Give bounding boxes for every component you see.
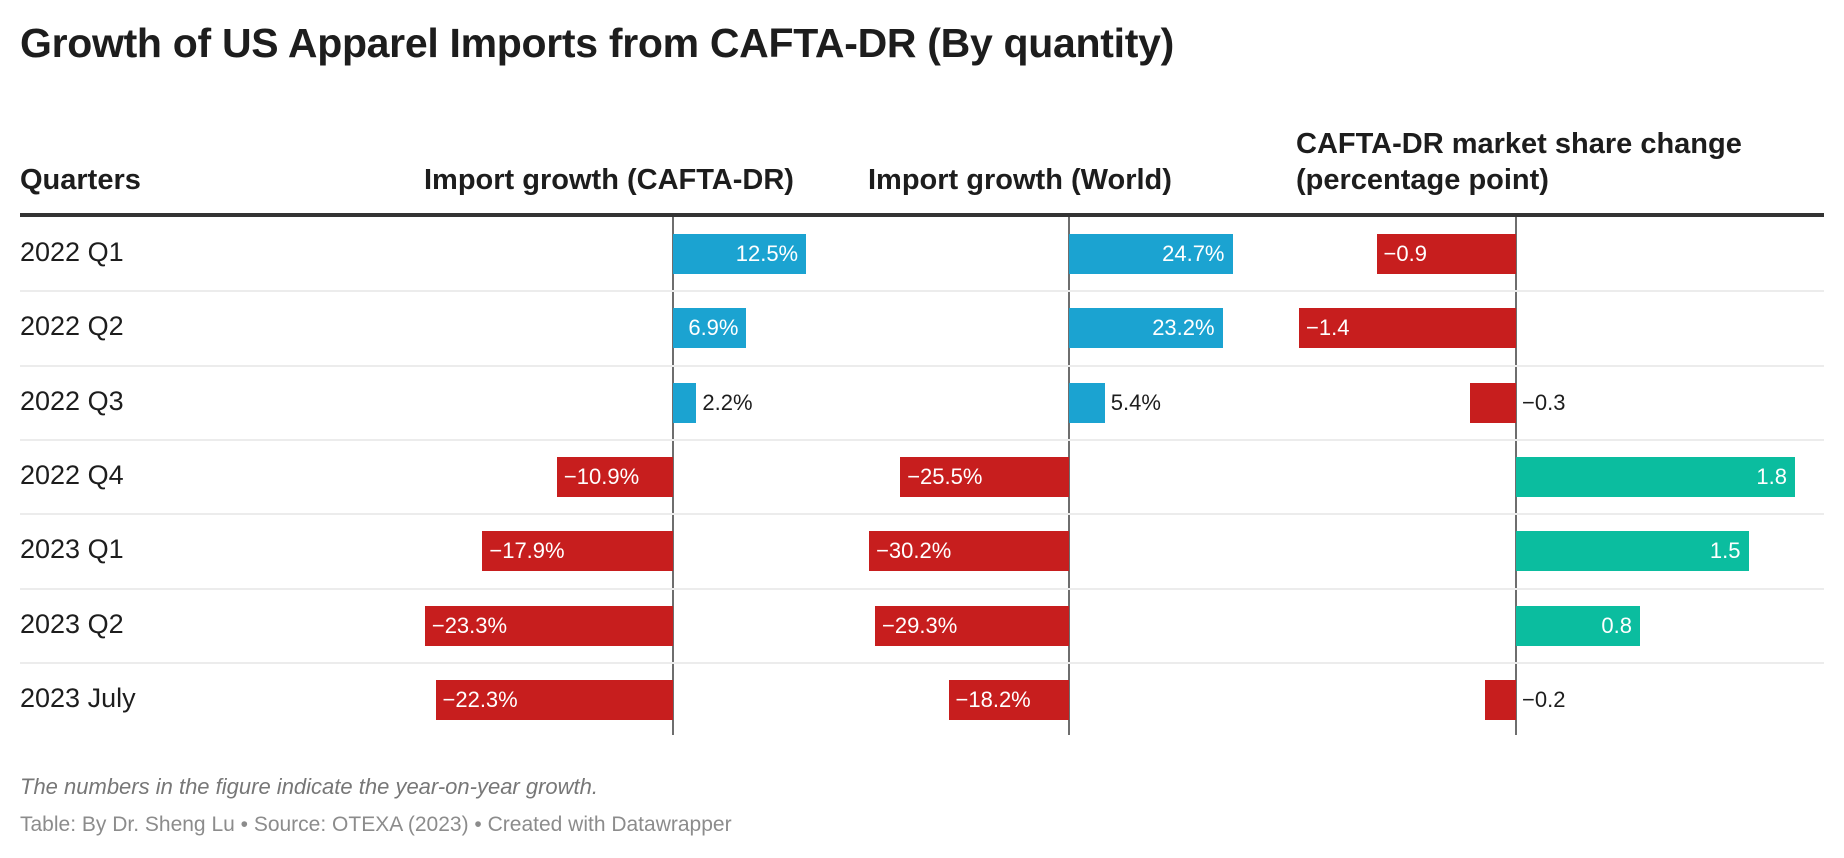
data-label-world: 24.7% bbox=[1162, 241, 1225, 266]
bar-cafta bbox=[435, 679, 673, 720]
data-label-share: −0.9 bbox=[1383, 241, 1427, 266]
header-share-line1: CAFTA-DR market share change bbox=[1296, 128, 1742, 160]
row-divider bbox=[20, 513, 1824, 516]
row-divider bbox=[20, 290, 1824, 293]
data-label-share: −0.3 bbox=[1522, 389, 1566, 415]
data-label-share: −0.2 bbox=[1522, 686, 1566, 712]
header-quarters: Quarters bbox=[20, 164, 141, 196]
data-label-cafta: 6.9% bbox=[688, 315, 739, 341]
row-divider bbox=[20, 587, 1824, 590]
data-label-cafta: −10.9% bbox=[563, 463, 640, 489]
bar-world bbox=[875, 605, 1069, 646]
row-label: 2022 Q3 bbox=[20, 385, 124, 416]
bar-cafta bbox=[556, 456, 673, 497]
bar-share bbox=[1376, 234, 1516, 274]
bar-share bbox=[1485, 679, 1516, 720]
data-label-share: 0.8 bbox=[1601, 612, 1632, 638]
row-divider bbox=[20, 661, 1824, 664]
data-label-world: −30.2% bbox=[876, 538, 952, 564]
axis-zero-line-world bbox=[1068, 217, 1070, 735]
bar-world bbox=[1069, 308, 1223, 349]
header-cafta-growth: Import growth (CAFTA-DR) bbox=[424, 164, 794, 196]
footer-note: The numbers in the figure indicate the y… bbox=[20, 774, 599, 799]
bar-world bbox=[900, 456, 1069, 497]
chart-title: Growth of US Apparel Imports from CAFTA-… bbox=[20, 20, 1174, 66]
bar-share bbox=[1469, 382, 1516, 423]
bar-cafta bbox=[673, 382, 697, 423]
data-label-world: −18.2% bbox=[955, 686, 1031, 712]
data-label-share: 1.5 bbox=[1709, 538, 1741, 564]
row-label: 2022 Q4 bbox=[20, 459, 124, 490]
bar-world bbox=[1069, 234, 1233, 274]
data-label-world: 5.4% bbox=[1110, 389, 1161, 415]
data-label-cafta: −23.3% bbox=[431, 612, 508, 638]
bar-world bbox=[869, 531, 1069, 572]
row-divider bbox=[20, 364, 1824, 367]
data-label-world: −25.5% bbox=[907, 463, 983, 489]
header-share-change: CAFTA-DR market share change (percentage… bbox=[1296, 126, 1742, 198]
data-label-share: −1.4 bbox=[1306, 315, 1350, 341]
row-label: 2023 Q2 bbox=[20, 608, 124, 639]
axis-zero-line-cafta bbox=[672, 217, 674, 735]
row-label: 2022 Q2 bbox=[20, 311, 124, 342]
header-rule bbox=[20, 213, 1824, 217]
bar-cafta bbox=[424, 605, 673, 646]
bar-share bbox=[1516, 531, 1749, 572]
bar-world bbox=[948, 679, 1069, 720]
footer-source: Table: By Dr. Sheng Lu • Source: OTEXA (… bbox=[20, 813, 732, 836]
bar-cafta bbox=[673, 234, 807, 274]
bar-share bbox=[1516, 456, 1795, 497]
header-world-growth: Import growth (World) bbox=[868, 164, 1172, 196]
data-label-world: −29.3% bbox=[882, 612, 958, 638]
row-label: 2023 Q1 bbox=[20, 534, 124, 565]
data-label-cafta: 12.5% bbox=[735, 241, 799, 266]
data-label-share: 1.8 bbox=[1756, 463, 1787, 489]
row-label: 2022 Q1 bbox=[20, 237, 124, 267]
row-divider bbox=[20, 438, 1824, 441]
bar-cafta bbox=[673, 308, 747, 349]
bar-share bbox=[1299, 308, 1516, 349]
data-label-cafta: −17.9% bbox=[489, 538, 565, 564]
header-share-line2: (percentage point) bbox=[1296, 164, 1549, 196]
bar-share bbox=[1516, 605, 1640, 646]
bar-cafta bbox=[482, 531, 673, 572]
data-label-cafta: −22.3% bbox=[442, 686, 518, 712]
data-label-cafta: 2.2% bbox=[702, 389, 753, 415]
bar-world bbox=[1069, 382, 1105, 423]
row-label: 2023 July bbox=[20, 682, 136, 713]
data-label-world: 23.2% bbox=[1152, 315, 1215, 341]
